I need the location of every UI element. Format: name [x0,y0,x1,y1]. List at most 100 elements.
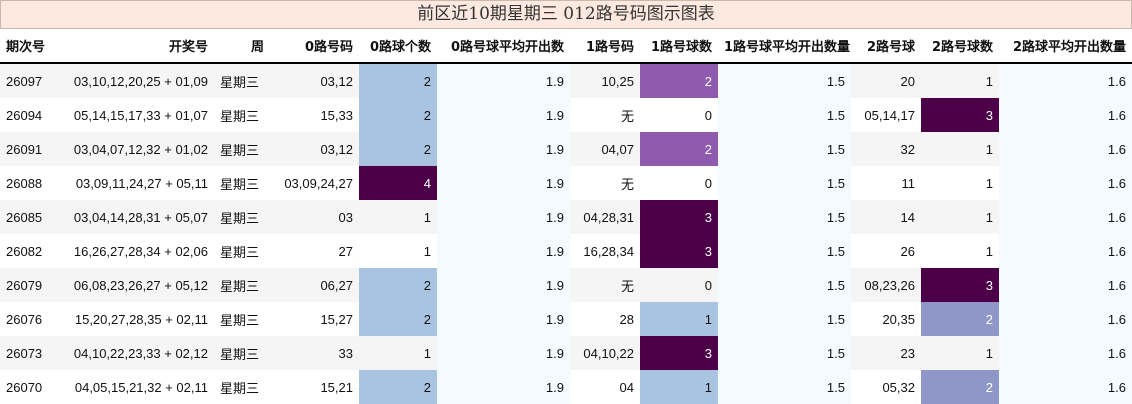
route0-average-cell: 1.9 [437,98,570,132]
header-route0-count: 0路球个数 [359,29,437,64]
route0-count-cell: 2 [359,268,437,302]
draw-numbers-cell: 05,14,15,17,33 + 01,07 [58,98,214,132]
route1-numbers-cell: 10,25 [570,63,640,98]
header-route1-average: 1路号球平均开出数量 [718,29,851,64]
issue-cell: 26085 [0,200,58,234]
issue-cell: 26079 [0,268,58,302]
route0-numbers-cell: 27 [270,234,359,268]
route1-count-cell: 1 [640,370,718,404]
week-cell: 星期三 [214,336,270,370]
route0-count-cell: 1 [359,200,437,234]
route1-numbers-cell: 04,10,22 [570,336,640,370]
route1-count-cell: 3 [640,336,718,370]
table-row: 26094 05,14,15,17,33 + 01,07 星期三 15,33 2 1.9 无… [0,98,1132,132]
week-cell: 星期三 [214,98,270,132]
route0-count-cell: 1 [359,336,437,370]
issue-cell: 26070 [0,370,58,404]
route2-average-cell: 1.6 [999,63,1132,98]
route2-average-cell: 1.6 [999,200,1132,234]
route0-count-cell: 1 [359,234,437,268]
route1-count-cell: 1 [640,302,718,336]
route0-numbers-cell: 15,27 [270,302,359,336]
route1-count-cell: 2 [640,63,718,98]
route1-average-cell: 1.5 [718,268,851,302]
route0-numbers-cell: 03,09,24,27 [270,166,359,200]
table-body: 26097 03,10,12,20,25 + 01,09 星期三 03,12 2 1.9 1… [0,63,1132,404]
route0-count-cell: 2 [359,63,437,98]
route2-count-cell: 1 [921,166,999,200]
route0-average-cell: 1.9 [437,268,570,302]
draw-numbers-cell: 03,04,14,28,31 + 05,07 [58,200,214,234]
route1-count-cell: 2 [640,132,718,166]
route2-count-cell: 1 [921,234,999,268]
table-row: 26082 16,26,27,28,34 + 02,06 星期三 27 1 1.9 16,2… [0,234,1132,268]
route1-average-cell: 1.5 [718,98,851,132]
route1-count-cell: 3 [640,234,718,268]
route2-average-cell: 1.6 [999,234,1132,268]
draw-numbers-cell: 15,20,27,28,35 + 02,11 [58,302,214,336]
route2-count-cell: 3 [921,98,999,132]
header-route1-numbers: 1路号码 [570,29,640,64]
route2-numbers-cell: 20,35 [851,302,921,336]
route1-numbers-cell: 04,28,31 [570,200,640,234]
table-row: 26070 04,05,15,21,32 + 02,11 星期三 15,21 2 1.9 0… [0,370,1132,404]
route1-average-cell: 1.5 [718,234,851,268]
route2-numbers-cell: 26 [851,234,921,268]
route2-average-cell: 1.6 [999,370,1132,404]
chart-title: 前区近10期星期三 012路号码图示图表 [0,0,1132,29]
route1-numbers-cell: 16,28,34 [570,234,640,268]
route0-count-cell: 2 [359,370,437,404]
route0-average-cell: 1.9 [437,234,570,268]
issue-cell: 26076 [0,302,58,336]
header-numbers: 开奖号 [58,29,214,64]
draw-numbers-cell: 16,26,27,28,34 + 02,06 [58,234,214,268]
week-cell: 星期三 [214,166,270,200]
route0-numbers-cell: 03,12 [270,132,359,166]
route2-numbers-cell: 14 [851,200,921,234]
table-row: 26073 04,10,22,23,33 + 02,12 星期三 33 1 1.9 04,1… [0,336,1132,370]
header-route0-numbers: 0路号码 [270,29,359,64]
issue-cell: 26091 [0,132,58,166]
route1-average-cell: 1.5 [718,200,851,234]
header-route2-numbers: 2路号球 [851,29,921,64]
route0-average-cell: 1.9 [437,132,570,166]
route2-numbers-cell: 23 [851,336,921,370]
route2-numbers-cell: 05,14,17 [851,98,921,132]
week-cell: 星期三 [214,63,270,98]
draw-numbers-cell: 03,04,07,12,32 + 01,02 [58,132,214,166]
route2-numbers-cell: 08,23,26 [851,268,921,302]
route0-average-cell: 1.9 [437,63,570,98]
route0-count-cell: 2 [359,302,437,336]
issue-cell: 26094 [0,98,58,132]
route2-average-cell: 1.6 [999,166,1132,200]
route2-average-cell: 1.6 [999,302,1132,336]
issue-cell: 26088 [0,166,58,200]
route0-average-cell: 1.9 [437,166,570,200]
route1-count-cell: 0 [640,166,718,200]
table-row: 26085 03,04,14,28,31 + 05,07 星期三 03 1 1.9 04,2… [0,200,1132,234]
route2-average-cell: 1.6 [999,336,1132,370]
header-route0-average: 0路号球平均开出数 [437,29,570,64]
draw-numbers-cell: 04,05,15,21,32 + 02,11 [58,370,214,404]
route0-average-cell: 1.9 [437,302,570,336]
route2-numbers-cell: 05,32 [851,370,921,404]
route0-numbers-cell: 03,12 [270,63,359,98]
route2-average-cell: 1.6 [999,268,1132,302]
route1-count-cell: 0 [640,268,718,302]
route1-numbers-cell: 04,07 [570,132,640,166]
route1-average-cell: 1.5 [718,63,851,98]
draw-table: 期次号 开奖号 周 0路号码 0路球个数 0路号球平均开出数 1路号码 1路号球… [0,29,1132,404]
route2-count-cell: 1 [921,200,999,234]
route2-count-cell: 2 [921,370,999,404]
route0-numbers-cell: 15,33 [270,98,359,132]
route2-average-cell: 1.6 [999,98,1132,132]
table-row: 26097 03,10,12,20,25 + 01,09 星期三 03,12 2 1.9 1… [0,63,1132,98]
route0-average-cell: 1.9 [437,370,570,404]
week-cell: 星期三 [214,200,270,234]
route1-average-cell: 1.5 [718,336,851,370]
route1-numbers-cell: 04 [570,370,640,404]
draw-numbers-cell: 03,09,11,24,27 + 05,11 [58,166,214,200]
route1-numbers-cell: 无 [570,166,640,200]
table-row: 26088 03,09,11,24,27 + 05,11 星期三 03,09,24,2… [0,166,1132,200]
route2-numbers-cell: 20 [851,63,921,98]
